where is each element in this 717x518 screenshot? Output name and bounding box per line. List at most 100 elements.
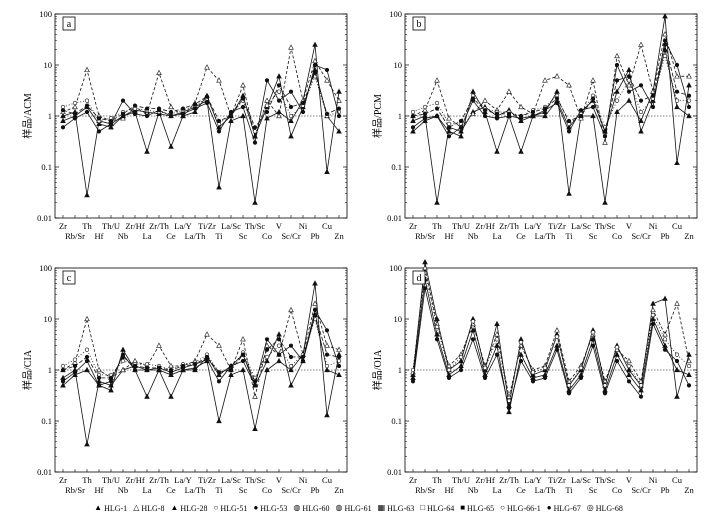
- data-point: [96, 366, 102, 373]
- data-point: [662, 53, 668, 59]
- data-point: [144, 106, 150, 111]
- x-tick-label: La/Th: [185, 231, 207, 241]
- x-tick-label: Ti/Zr: [548, 221, 566, 231]
- data-point: [336, 371, 342, 378]
- x-tick-label: Zn: [334, 485, 344, 495]
- x-tick-label: Rb/Sr: [65, 485, 85, 495]
- panel-label: d: [417, 273, 422, 284]
- x-tick-label: Ce: [166, 485, 176, 495]
- data-point: [72, 363, 78, 369]
- data-point: [288, 343, 294, 348]
- data-point: [96, 116, 102, 121]
- data-point: [638, 394, 644, 399]
- data-point: [168, 143, 174, 149]
- data-point: [144, 362, 150, 367]
- series-line: [412, 49, 690, 153]
- data-point: [638, 128, 644, 134]
- data-point: [72, 116, 78, 121]
- data-point: [626, 371, 632, 378]
- x-tick-label: Zr: [59, 475, 67, 485]
- data-point: [626, 379, 632, 384]
- data-point: [324, 67, 330, 73]
- data-point: [626, 89, 632, 94]
- y-tick-label: 0.01: [37, 467, 52, 477]
- data-point: [482, 375, 488, 381]
- series-line: [62, 314, 340, 398]
- data-point: [168, 109, 174, 115]
- data-point: [84, 98, 90, 103]
- x-tick-label: Ce: [516, 231, 526, 241]
- data-point: [276, 89, 282, 94]
- data-point: [336, 97, 342, 103]
- data-point: [204, 331, 210, 337]
- x-tick-label: La/Y: [174, 221, 191, 231]
- x-tick-label: Th: [432, 221, 442, 231]
- data-point: [84, 192, 90, 198]
- data-point: [288, 366, 294, 373]
- data-point: [336, 354, 342, 360]
- data-point: [288, 363, 294, 369]
- x-tick-label: Ti/Zr: [548, 475, 566, 485]
- data-point: [324, 352, 330, 357]
- data-point: [554, 100, 560, 106]
- x-tick-label: La/Sc: [221, 475, 241, 485]
- data-point: [506, 405, 512, 411]
- data-point: [216, 184, 222, 190]
- data-point: [132, 103, 138, 108]
- data-point: [168, 103, 174, 110]
- data-point: [470, 327, 476, 333]
- data-point: [566, 391, 572, 396]
- data-point: [410, 109, 416, 115]
- legend-marker-icon: □: [420, 503, 426, 512]
- data-point: [60, 367, 66, 373]
- x-tick-label: Co: [612, 231, 622, 241]
- data-point: [252, 129, 258, 134]
- data-point: [252, 425, 258, 432]
- y-tick-label: 100: [39, 263, 52, 273]
- data-point: [494, 331, 500, 337]
- data-point: [530, 379, 536, 384]
- data-point: [638, 83, 644, 88]
- data-point: [276, 343, 282, 348]
- data-point: [240, 352, 246, 357]
- series-line: [412, 16, 690, 203]
- data-point: [60, 125, 66, 130]
- x-tick-label: Zr: [59, 221, 67, 231]
- data-point: [276, 112, 282, 119]
- data-point: [312, 62, 318, 68]
- data-point: [228, 109, 234, 115]
- data-point: [446, 128, 452, 134]
- legend-marker-icon: △: [133, 503, 140, 512]
- x-tick-label: Ce: [166, 231, 176, 241]
- data-point: [336, 113, 342, 119]
- data-point: [686, 93, 692, 98]
- data-point: [288, 89, 294, 94]
- data-point: [156, 342, 162, 348]
- data-point: [626, 66, 632, 73]
- legend-marker-icon: ○: [213, 503, 219, 512]
- data-point: [60, 374, 66, 381]
- data-point: [84, 103, 90, 108]
- x-tick-label: Th/U: [452, 475, 470, 485]
- x-tick-label: Sc: [239, 231, 248, 241]
- legend-marker-icon: ▦: [377, 503, 386, 512]
- x-tick-label: Th/Sc: [245, 221, 266, 231]
- x-tick-label: Th: [82, 475, 92, 485]
- data-point: [518, 148, 524, 154]
- data-point: [324, 342, 330, 348]
- x-tick-label: Zr: [409, 221, 417, 231]
- x-tick-label: Zr/Th: [149, 221, 170, 231]
- series-line: [412, 267, 690, 397]
- data-point: [60, 117, 66, 124]
- panel-label-box: [62, 16, 76, 31]
- data-point: [228, 117, 234, 124]
- data-point: [614, 358, 620, 364]
- data-point: [674, 366, 680, 373]
- data-point: [626, 97, 632, 103]
- panel-label-box: [412, 16, 426, 31]
- data-point: [686, 104, 692, 110]
- data-point: [470, 319, 476, 324]
- data-point: [626, 357, 632, 364]
- data-point: [168, 371, 174, 378]
- x-tick-label: Ti/Zr: [198, 475, 216, 485]
